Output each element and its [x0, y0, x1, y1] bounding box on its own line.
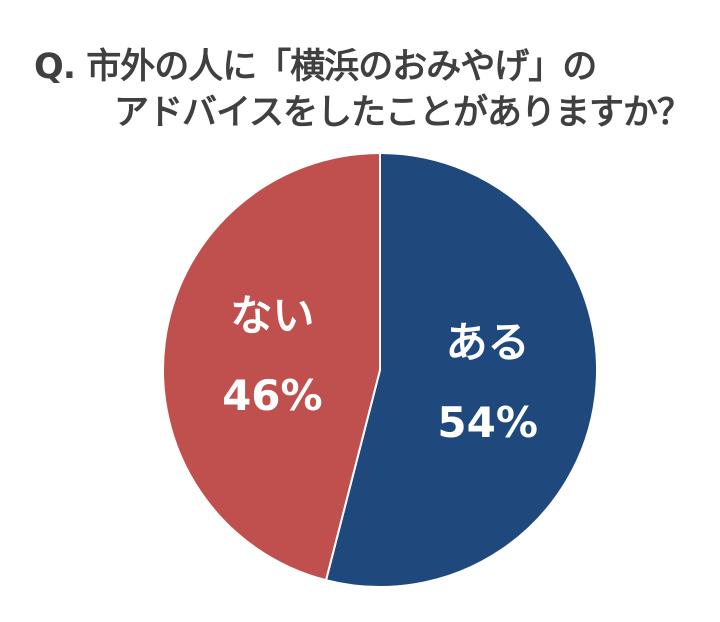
slice-label-0: ある: [446, 318, 530, 367]
pie-slice-1: [162, 151, 381, 582]
slice-label-1: ない: [230, 291, 314, 340]
slice-value-1: 46%: [222, 371, 323, 420]
title-line-2: アドバイスをしたことがありますか？: [114, 93, 692, 133]
chart-title: Q. 市外の人に「横浜のおみやげ」の アドバイスをしたことがありますか？: [0, 0, 720, 140]
slice-value-0: 54%: [437, 398, 538, 447]
title-line-1: Q. 市外の人に「横浜のおみやげ」の: [34, 47, 597, 87]
pie-slice-0: [324, 151, 598, 588]
